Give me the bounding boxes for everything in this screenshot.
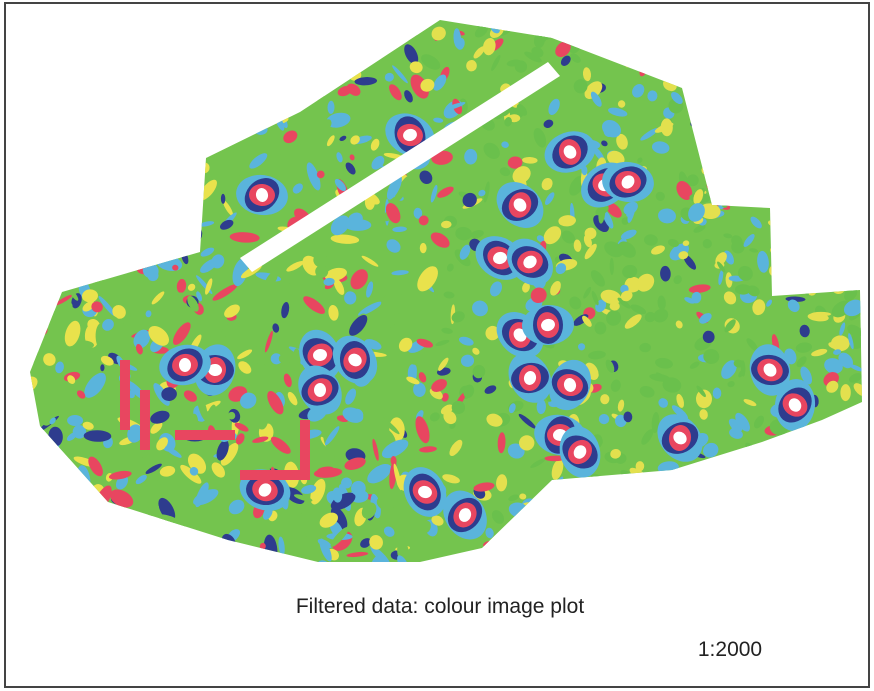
speckle (420, 243, 427, 253)
linear-anomaly (120, 360, 130, 430)
speckle (595, 322, 607, 335)
speckle (811, 312, 831, 316)
caption: Filtered data: colour image plot (296, 595, 584, 618)
linear-anomaly (140, 390, 150, 450)
speckle (191, 414, 199, 430)
scale-label: 1:2000 (698, 638, 762, 661)
speckle (610, 302, 620, 311)
figure: Filtered data: colour image plot 1:2000 (0, 0, 874, 691)
linear-anomaly (240, 470, 310, 480)
page: Filtered data: colour image plot 1:2000 … (0, 0, 874, 691)
linear-anomaly (175, 430, 235, 440)
